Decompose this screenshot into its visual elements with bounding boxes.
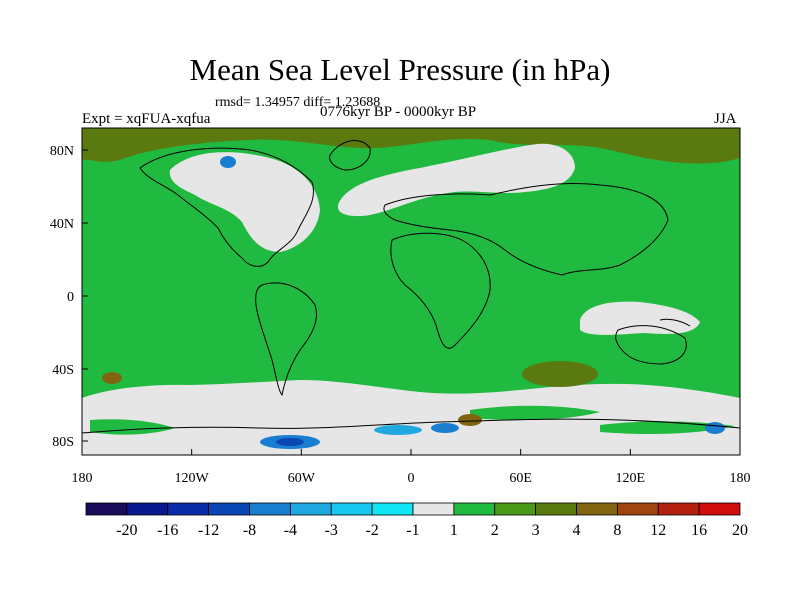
colorbar-swatch (453, 502, 496, 516)
colorbar-label: 12 (650, 522, 666, 539)
field-gray-southern-ocean (82, 380, 740, 440)
colorbar-swatch (289, 502, 332, 516)
indonesia-outline (659, 318, 691, 327)
north-america-outline (139, 147, 314, 267)
colorbar-label: 4 (573, 522, 581, 539)
field-blue-east (431, 423, 459, 433)
field-gray-maritime (580, 301, 700, 335)
field-olive-south (522, 361, 598, 387)
colorbar-label: -12 (198, 522, 219, 539)
field-gray-north-america (169, 152, 320, 252)
chart-title: Mean Sea Level Pressure (in hPa) (189, 52, 611, 87)
lat-tick-label: 40S (52, 363, 74, 378)
lon-tick-label: 0 (408, 471, 415, 486)
colorbar-label: 16 (691, 522, 707, 539)
anomaly-field (82, 128, 740, 455)
colorbar-label: -1 (406, 522, 419, 539)
coastlines (82, 140, 740, 434)
period-label: 0776kyr BP - 0000kyr BP (320, 104, 477, 120)
colorbar-label: 1 (450, 522, 458, 539)
colorbar-swatch (208, 502, 250, 516)
colorbar-swatch (657, 502, 700, 516)
colorbar-label: -4 (284, 522, 297, 539)
field-blue-arctic (220, 156, 236, 168)
colorbar-swatch (698, 502, 741, 516)
south-america-outline (255, 282, 317, 397)
field-olive-sw (102, 372, 122, 384)
field-blue-ross-core (276, 438, 304, 446)
colorbar-swatch (535, 502, 577, 516)
lon-tick-label: 120E (616, 471, 646, 486)
australia-outline (615, 325, 687, 365)
colorbar-label: -2 (365, 522, 378, 539)
lon-tick-label: 60W (288, 471, 316, 486)
lon-tick-label: 120W (175, 471, 210, 486)
colorbar-swatch (576, 502, 618, 516)
colorbar-swatch (494, 502, 537, 516)
field-blue-ross-east (705, 422, 725, 434)
field-gray-eurasia (337, 143, 575, 217)
colorbar-swatch (249, 502, 291, 516)
colorbar-swatch (412, 502, 455, 516)
colorbar-swatch (126, 502, 169, 516)
lat-tick-label: 0 (67, 290, 74, 305)
field-brown-east (458, 414, 482, 426)
stats-text: rmsd= 1.34957 diff= 1.23688 (215, 95, 381, 110)
season-label: JJA (714, 111, 737, 127)
colorbar-swatch (85, 502, 128, 516)
field-gray-antarctica (82, 440, 740, 455)
eurasia-outline (383, 182, 669, 276)
colorbar-label: 20 (732, 522, 748, 539)
colorbar-label: -8 (243, 522, 256, 539)
colorbar-swatch (371, 502, 414, 516)
lat-tick-label: 80S (52, 435, 74, 450)
lon-tick-label: 180 (730, 471, 751, 486)
colorbar-label: 8 (613, 522, 621, 539)
lat-tick-label: 40N (50, 217, 74, 232)
colorbar-label: -16 (157, 522, 178, 539)
colorbar-label: 3 (532, 522, 540, 539)
colorbar-label: 2 (491, 522, 499, 539)
colorbar-label: -20 (116, 522, 137, 539)
field-green-so-patch-2 (470, 405, 600, 420)
longitude-axis: 180 120W 60W 0 60E 120E 180 (72, 449, 751, 486)
colorbar-swatch (330, 502, 373, 516)
colorbar: -20 -16 -12 -8 -4 -3 -2 -1 1 2 3 4 8 12 16 20 (85, 502, 748, 539)
experiment-label: Expt = xqFUA-xqfua (82, 111, 211, 127)
lon-tick-label: 180 (72, 471, 93, 486)
greenland-outline (329, 140, 371, 171)
colorbar-swatch (616, 502, 659, 516)
antarctica-outline (82, 418, 740, 434)
lat-tick-label: 80N (50, 144, 74, 159)
lon-tick-label: 60E (509, 471, 532, 486)
latitude-axis: 80N 40N 0 40S 80S (50, 144, 88, 450)
field-olive-arctic (82, 128, 740, 164)
africa-outline (390, 232, 491, 349)
field-cyan-weddell (374, 425, 422, 435)
colorbar-swatch (167, 502, 210, 516)
colorbar-label: -3 (325, 522, 338, 539)
